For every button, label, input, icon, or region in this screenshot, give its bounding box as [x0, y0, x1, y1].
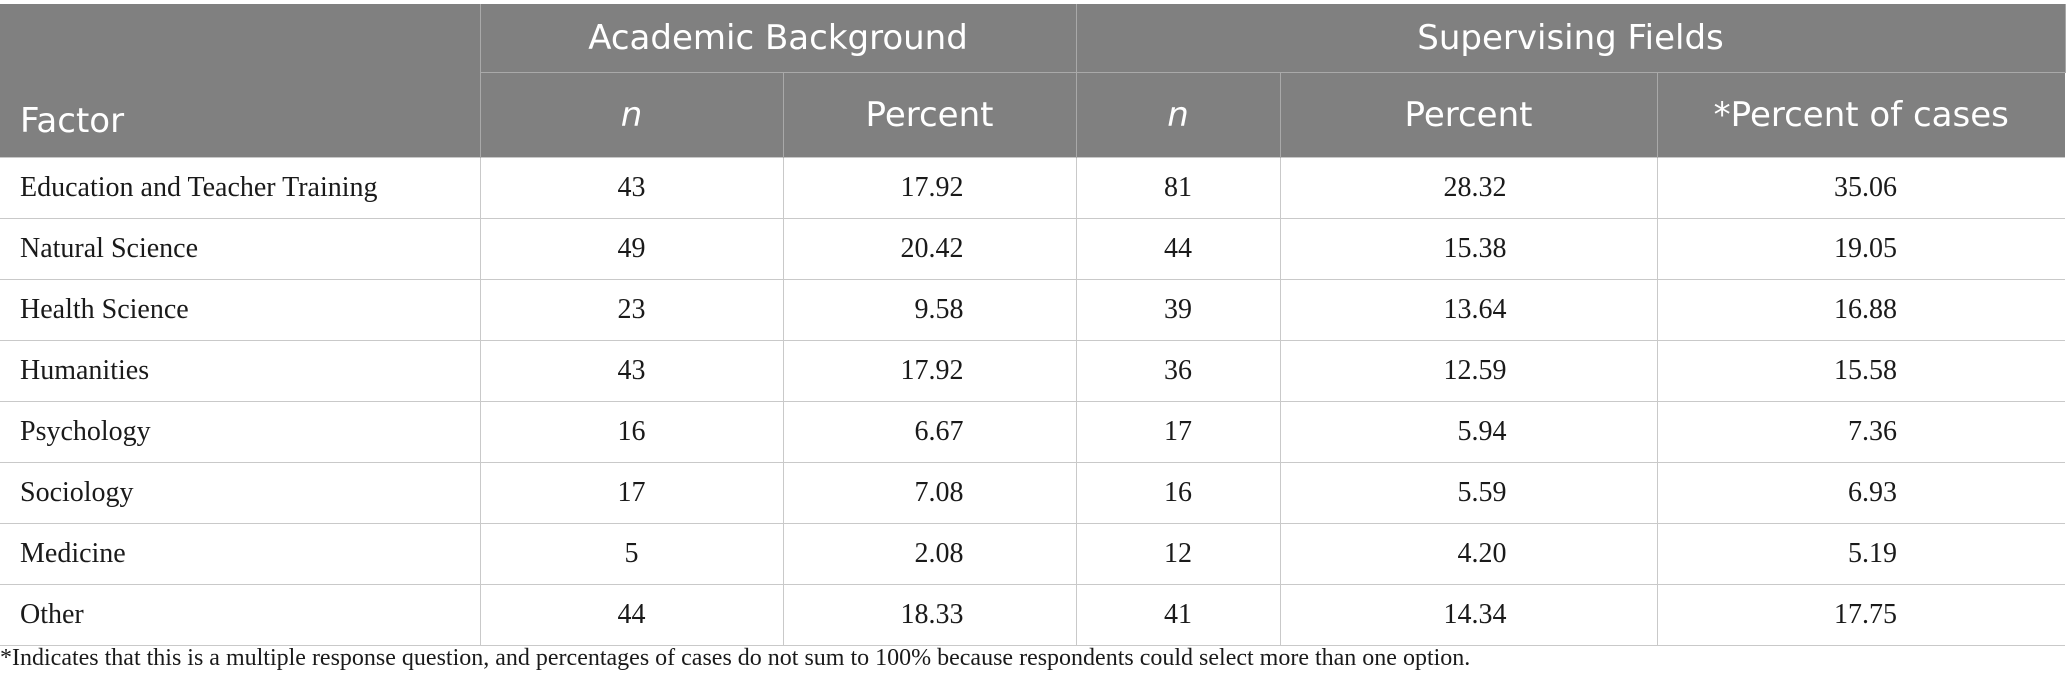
factor-cell: Natural Science: [0, 217, 481, 280]
column-header-ab-n: n: [479, 72, 784, 157]
sf-percent-cases-cell: 17.75: [1656, 583, 2066, 646]
ab-n-cell: 16: [479, 400, 784, 463]
table-header: Academic Background Supervising Fields F…: [0, 4, 2066, 157]
ab-n-cell: 43: [479, 156, 784, 219]
sf-percent-cases-cell: 5.19: [1656, 522, 2066, 585]
table-body: Education and Teacher Training 43 17.92 …: [0, 156, 2066, 646]
factor-cell: Education and Teacher Training: [0, 156, 481, 219]
sf-percent-cell: 12.59: [1279, 339, 1658, 402]
sf-n-cell: 81: [1075, 156, 1281, 219]
table-footnote: *Indicates that this is a multiple respo…: [0, 645, 1471, 671]
table-row: Natural Science 49 20.42 44 15.38 19.05: [0, 217, 2066, 280]
sf-percent-cases-cell: 7.36: [1656, 400, 2066, 463]
ab-n-cell: 43: [479, 339, 784, 402]
sf-n-cell: 12: [1075, 522, 1281, 585]
group-header-academic-background: Academic Background: [479, 4, 1077, 73]
table-row: Sociology 17 7.08 16 5.59 6.93: [0, 461, 2066, 524]
table-row: Humanities 43 17.92 36 12.59 15.58: [0, 339, 2066, 402]
ab-n-cell: 5: [479, 522, 784, 585]
factor-cell: Health Science: [0, 278, 481, 341]
data-table: Academic Background Supervising Fields F…: [0, 4, 2066, 646]
header-corner-cell: [0, 4, 481, 73]
factor-cell: Psychology: [0, 400, 481, 463]
table-row: Education and Teacher Training 43 17.92 …: [0, 156, 2066, 219]
ab-percent-cell: 17.92: [782, 156, 1077, 219]
ab-n-cell: 44: [479, 583, 784, 646]
header-group-row: Academic Background Supervising Fields: [0, 4, 2066, 73]
sf-n-cell: 17: [1075, 400, 1281, 463]
sf-percent-cell: 5.94: [1279, 400, 1658, 463]
ab-percent-cell: 18.33: [782, 583, 1077, 646]
column-header-sf-n: n: [1075, 72, 1281, 157]
column-header-sf-percent-cases: *Percent of cases: [1656, 72, 2066, 157]
factor-cell: Medicine: [0, 522, 481, 585]
ab-n-cell: 49: [479, 217, 784, 280]
table-row: Other 44 18.33 41 14.34 17.75: [0, 583, 2066, 646]
factor-cell: Humanities: [0, 339, 481, 402]
sf-n-cell: 39: [1075, 278, 1281, 341]
sf-percent-cases-cell: 6.93: [1656, 461, 2066, 524]
ab-percent-cell: 6.67: [782, 400, 1077, 463]
factor-cell: Sociology: [0, 461, 481, 524]
sf-percent-cell: 4.20: [1279, 522, 1658, 585]
table-container: Academic Background Supervising Fields F…: [0, 4, 2067, 646]
column-header-ab-percent: Percent: [782, 72, 1077, 157]
ab-percent-cell: 2.08: [782, 522, 1077, 585]
ab-percent-cell: 20.42: [782, 217, 1077, 280]
sf-percent-cell: 13.64: [1279, 278, 1658, 341]
column-header-factor: Factor: [0, 72, 481, 157]
table-row: Health Science 23 9.58 39 13.64 16.88: [0, 278, 2066, 341]
sf-n-cell: 16: [1075, 461, 1281, 524]
ab-percent-cell: 17.92: [782, 339, 1077, 402]
header-column-row: Factor n Percent n Percent *Percent of c…: [0, 72, 2066, 157]
sf-percent-cases-cell: 35.06: [1656, 156, 2066, 219]
sf-n-cell: 44: [1075, 217, 1281, 280]
table-row: Medicine 5 2.08 12 4.20 5.19: [0, 522, 2066, 585]
ab-n-cell: 17: [479, 461, 784, 524]
sf-n-cell: 41: [1075, 583, 1281, 646]
sf-percent-cases-cell: 16.88: [1656, 278, 2066, 341]
column-header-sf-percent: Percent: [1279, 72, 1658, 157]
sf-percent-cases-cell: 19.05: [1656, 217, 2066, 280]
sf-percent-cell: 14.34: [1279, 583, 1658, 646]
factor-cell: Other: [0, 583, 481, 646]
table-row: Psychology 16 6.67 17 5.94 7.36: [0, 400, 2066, 463]
sf-percent-cell: 28.32: [1279, 156, 1658, 219]
sf-percent-cell: 5.59: [1279, 461, 1658, 524]
sf-n-cell: 36: [1075, 339, 1281, 402]
ab-percent-cell: 7.08: [782, 461, 1077, 524]
ab-percent-cell: 9.58: [782, 278, 1077, 341]
sf-percent-cases-cell: 15.58: [1656, 339, 2066, 402]
group-header-supervising-fields: Supervising Fields: [1075, 4, 2066, 73]
ab-n-cell: 23: [479, 278, 784, 341]
sf-percent-cell: 15.38: [1279, 217, 1658, 280]
